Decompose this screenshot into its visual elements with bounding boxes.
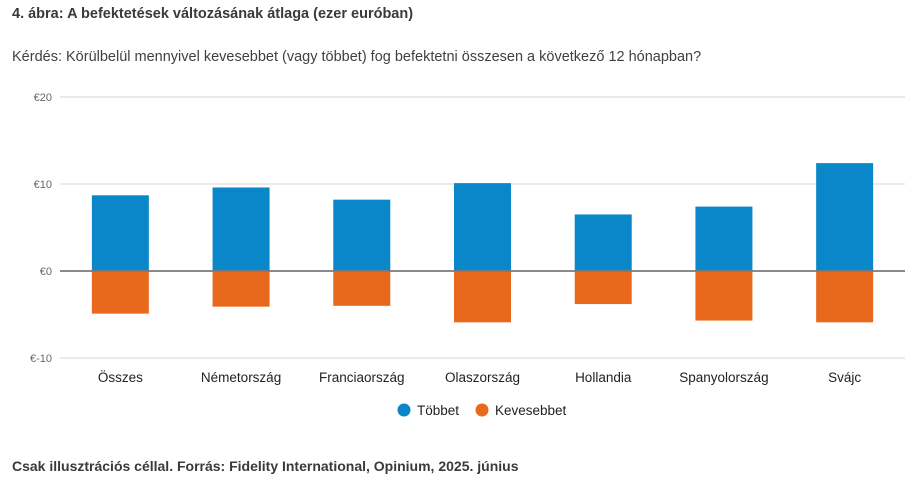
source-note: Csak illusztrációs céllal. Forrás: Fidel… — [12, 458, 519, 474]
legend-label: Többet — [417, 403, 459, 418]
x-tick-label: Spanyolország — [679, 370, 768, 385]
y-tick-label: €-10 — [30, 353, 52, 365]
bar-kevesebbet — [454, 271, 511, 323]
bar-kevesebbet — [212, 271, 270, 307]
bars — [91, 163, 874, 323]
y-tick-label: €0 — [40, 266, 52, 278]
bar-kevesebbet — [574, 271, 632, 305]
legend-marker — [475, 403, 489, 417]
y-axis-ticks: €20 €10 €0 €-10 — [30, 92, 52, 365]
bar-tobbet — [695, 206, 753, 271]
bar-kevesebbet — [695, 271, 753, 321]
bar-tobbet — [454, 183, 511, 271]
x-tick-label: Összes — [98, 370, 143, 385]
bar-kevesebbet — [333, 271, 391, 306]
bar-kevesebbet — [816, 271, 874, 323]
x-tick-label: Franciaország — [319, 370, 405, 385]
bar-tobbet — [816, 163, 874, 271]
x-axis-ticks: Összes Németország Franciaország Olaszorszá… — [98, 370, 862, 385]
y-tick-label: €10 — [34, 179, 52, 191]
chart-question: Kérdés: Körülbelül mennyivel kevesebbet … — [12, 49, 702, 65]
x-tick-label: Olaszország — [445, 370, 520, 385]
legend: Többet Kevesebbet — [397, 403, 567, 418]
bar-tobbet — [91, 195, 149, 271]
x-tick-label: Hollandia — [575, 370, 632, 385]
bar-chart: €20 €10 €0 €-10 Összes Németország Franciaors… — [30, 92, 905, 418]
chart-title: 4. ábra: A befektetések változásának átl… — [12, 6, 414, 22]
bar-tobbet — [212, 187, 270, 271]
x-tick-label: Németország — [201, 370, 281, 385]
bar-tobbet — [574, 214, 632, 271]
bar-kevesebbet — [91, 271, 149, 314]
bar-tobbet — [333, 199, 391, 271]
x-tick-label: Svájc — [828, 370, 861, 385]
legend-marker — [397, 403, 411, 417]
y-tick-label: €20 — [34, 92, 52, 104]
legend-label: Kevesebbet — [495, 403, 567, 418]
